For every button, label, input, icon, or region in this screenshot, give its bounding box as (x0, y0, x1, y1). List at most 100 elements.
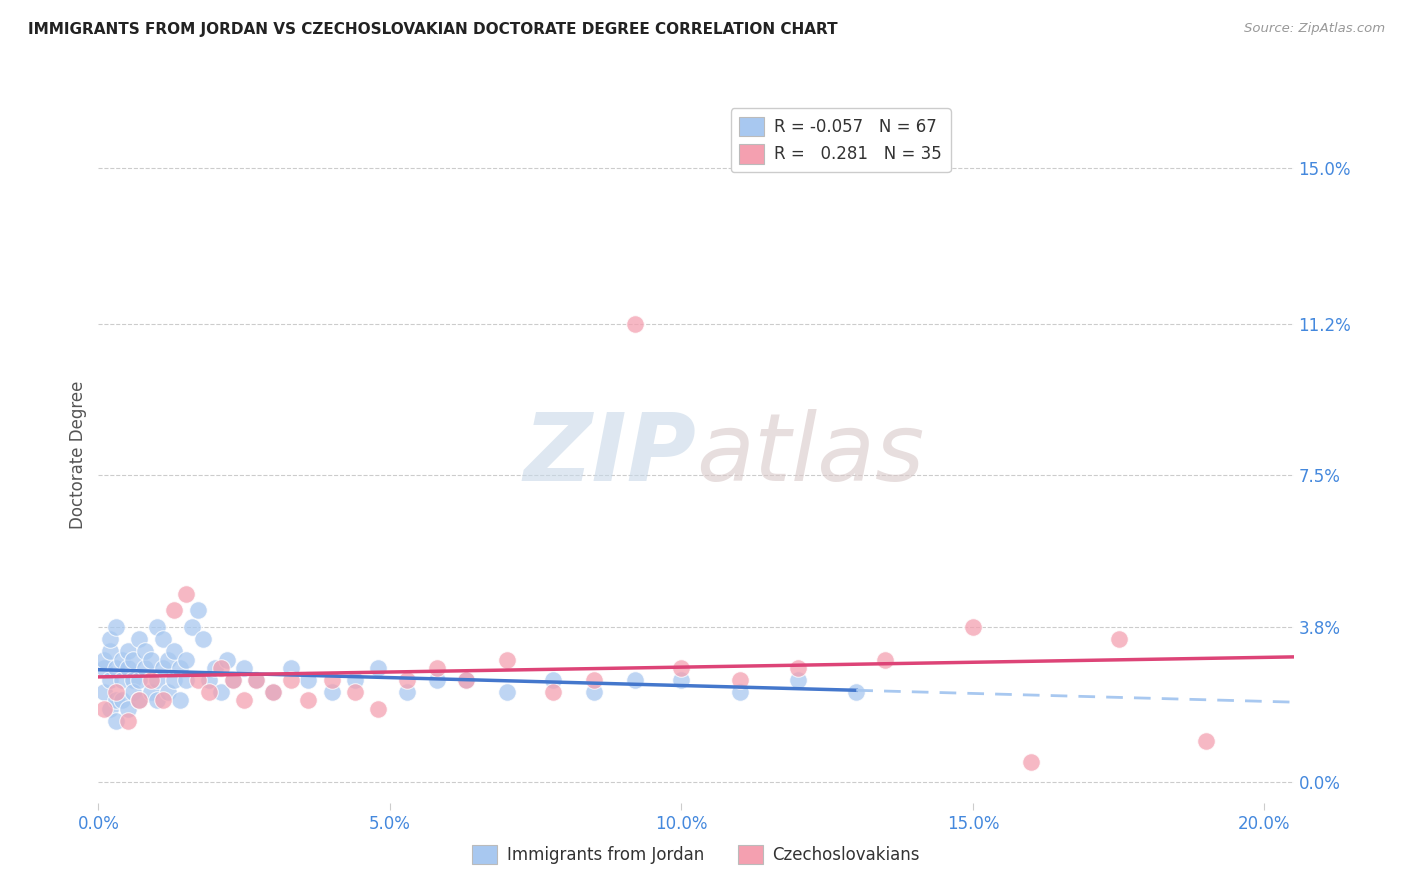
Point (396, 673, 419, 687)
Point (204, 661, 226, 675)
Point (117, 701, 139, 715)
Point (93, 661, 115, 675)
Point (262, 685, 284, 699)
Point (169, 661, 191, 675)
Point (152, 661, 174, 675)
Point (117, 644, 139, 658)
Point (198, 685, 221, 699)
Point (209, 661, 232, 675)
Point (321, 673, 343, 687)
Point (180, 620, 202, 634)
Point (98, 673, 121, 687)
Text: atlas: atlas (696, 409, 924, 500)
Point (582, 685, 605, 699)
Point (343, 673, 366, 687)
Point (98, 701, 121, 715)
Point (98, 644, 121, 658)
Point (128, 632, 150, 646)
Point (174, 587, 197, 601)
Point (367, 701, 389, 715)
Point (134, 644, 156, 658)
Point (128, 693, 150, 707)
Point (145, 673, 167, 687)
Point (122, 685, 145, 699)
Point (104, 685, 127, 699)
Point (541, 673, 564, 687)
Point (104, 714, 127, 728)
Point (245, 673, 267, 687)
Point (128, 693, 150, 707)
Point (425, 661, 447, 675)
Legend: Immigrants from Jordan, Czechoslovakians: Immigrants from Jordan, Czechoslovakians (465, 838, 927, 871)
Point (297, 693, 319, 707)
Point (245, 673, 267, 687)
Point (343, 685, 366, 699)
Point (139, 673, 162, 687)
Text: Source: ZipAtlas.com: Source: ZipAtlas.com (1244, 22, 1385, 36)
Point (104, 661, 127, 675)
Point (93, 685, 115, 699)
Point (139, 685, 162, 699)
Point (262, 685, 284, 699)
Point (117, 661, 139, 675)
Point (93, 652, 115, 666)
Point (1195, 734, 1218, 748)
Y-axis label: Doctorate Degree: Doctorate Degree (69, 381, 87, 529)
Point (280, 673, 302, 687)
Point (169, 693, 191, 707)
Point (280, 661, 302, 675)
Point (221, 673, 243, 687)
Point (1019, 755, 1042, 769)
Point (215, 652, 238, 666)
Point (209, 685, 232, 699)
Point (122, 673, 145, 687)
Point (787, 673, 810, 687)
Point (623, 317, 645, 331)
Point (163, 673, 186, 687)
Point (582, 673, 605, 687)
Point (152, 632, 174, 646)
Point (541, 685, 564, 699)
Point (367, 661, 389, 675)
Point (623, 673, 645, 687)
Point (321, 685, 343, 699)
Point (104, 620, 127, 634)
Point (962, 620, 984, 634)
Point (145, 620, 167, 634)
Point (728, 685, 751, 699)
Point (845, 685, 868, 699)
Point (104, 693, 127, 707)
Point (233, 693, 256, 707)
Point (495, 685, 517, 699)
Point (193, 632, 215, 646)
Point (174, 652, 197, 666)
Point (198, 673, 221, 687)
Point (396, 685, 419, 699)
Point (221, 673, 243, 687)
Point (671, 673, 693, 687)
Point (111, 652, 134, 666)
Point (98, 632, 121, 646)
Point (454, 673, 477, 687)
Point (875, 652, 897, 666)
Point (787, 661, 810, 675)
Point (425, 673, 447, 687)
Point (186, 673, 208, 687)
Point (122, 652, 145, 666)
Point (671, 661, 693, 675)
Point (1108, 632, 1130, 646)
Point (233, 661, 256, 675)
Point (111, 693, 134, 707)
Point (157, 652, 180, 666)
Point (174, 673, 197, 687)
Point (454, 673, 477, 687)
Point (134, 661, 156, 675)
Point (297, 673, 319, 687)
Point (152, 693, 174, 707)
Text: IMMIGRANTS FROM JORDAN VS CZECHOSLOVAKIAN DOCTORATE DEGREE CORRELATION CHART: IMMIGRANTS FROM JORDAN VS CZECHOSLOVAKIA… (28, 22, 838, 37)
Point (93, 701, 115, 715)
Point (157, 685, 180, 699)
Point (495, 652, 517, 666)
Point (163, 644, 186, 658)
Point (117, 714, 139, 728)
